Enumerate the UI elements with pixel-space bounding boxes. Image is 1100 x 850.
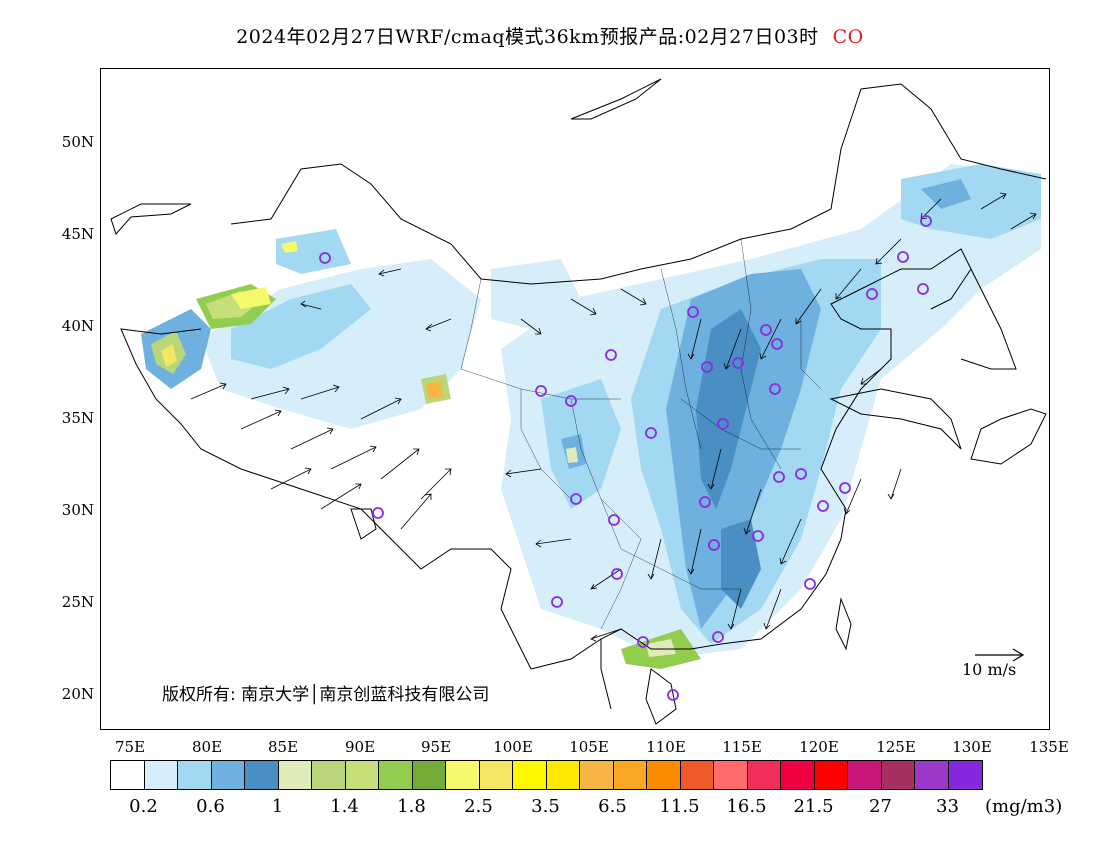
colorbar-swatch — [714, 761, 748, 789]
colorbar-swatch — [245, 761, 279, 789]
map-panel[interactable] — [100, 68, 1050, 730]
map-canvas — [110, 78, 1047, 725]
colorbar-tick-label: 3.5 — [531, 796, 560, 817]
colorbar-swatch — [613, 761, 647, 789]
colorbar-tick-label: 1.4 — [330, 796, 359, 817]
colorbar-swatch — [680, 761, 714, 789]
colorbar-swatch — [412, 761, 446, 789]
lon-label-90e: 90E — [344, 738, 376, 756]
lat-label-25n: 25N — [61, 593, 94, 611]
wind-vectors — [190, 192, 1037, 642]
colorbar-tick-label: 1.8 — [397, 796, 426, 817]
boundary-lines — [110, 78, 1047, 725]
colorbar-swatch — [479, 761, 513, 789]
colorbar-swatch — [211, 761, 245, 789]
lon-label-75e: 75E — [114, 738, 146, 756]
colorbar-swatch — [948, 761, 982, 789]
colorbar-swatch — [446, 761, 480, 789]
species-label: CO — [832, 26, 864, 48]
colorbar-swatch — [379, 761, 413, 789]
concentration-field — [141, 164, 1041, 669]
right-arrow-icon — [975, 648, 1025, 662]
colorbar-swatch — [312, 761, 346, 789]
colorbar-tick-label: 6.5 — [598, 796, 627, 817]
colorbar-tick-label: 11.5 — [659, 796, 700, 817]
lat-label-50n: 50N — [61, 133, 94, 151]
colorbar-swatch — [915, 761, 949, 789]
lon-label-135e: 135E — [1029, 738, 1069, 756]
lat-label-30n: 30N — [61, 501, 94, 519]
colorbar-swatch — [546, 761, 580, 789]
colorbar-swatch — [513, 761, 547, 789]
lon-label-130e: 130E — [952, 738, 992, 756]
colorbar-swatch — [747, 761, 781, 789]
lon-label-105e: 105E — [569, 738, 609, 756]
lon-label-110e: 110E — [646, 738, 686, 756]
lon-label-120e: 120E — [799, 738, 839, 756]
colorbar-tick-label: 0.6 — [196, 796, 225, 817]
lon-label-125e: 125E — [876, 738, 916, 756]
lon-label-100e: 100E — [493, 738, 533, 756]
lon-label-85e: 85E — [267, 738, 299, 756]
province-lines — [460, 238, 822, 630]
colorbar-tick-label: 33 — [936, 796, 959, 817]
colorbar — [110, 760, 983, 790]
colorbar-tick-label: 27 — [869, 796, 892, 817]
colorbar-swatch — [345, 761, 379, 789]
colorbar-tick-label: 0.2 — [129, 796, 158, 817]
wind-reference: 10 m/s — [962, 648, 1025, 679]
colorbar-unit: (mg/m3) — [985, 796, 1063, 817]
colorbar-swatch — [848, 761, 882, 789]
colorbar-swatch — [278, 761, 312, 789]
colorbar-swatch — [647, 761, 681, 789]
city-markers — [319, 215, 932, 701]
title-text: 2024年02月27日WRF/cmaq模式36km预报产品:02月27日03时 — [236, 26, 819, 48]
lon-label-95e: 95E — [420, 738, 452, 756]
colorbar-swatch — [178, 761, 212, 789]
wind-reference-label: 10 m/s — [962, 660, 1017, 679]
lat-label-45n: 45N — [61, 225, 94, 243]
colorbar-swatch — [881, 761, 915, 789]
colorbar-swatch — [814, 761, 848, 789]
colorbar-tick-label: 1 — [271, 796, 284, 817]
colorbar-tick-label: 2.5 — [464, 796, 493, 817]
colorbar-swatch — [781, 761, 815, 789]
colorbar-swatch — [580, 761, 614, 789]
copyright-text: 版权所有: 南京大学│南京创蓝科技有限公司 — [162, 685, 490, 705]
colorbar-tick-label: 21.5 — [793, 796, 834, 817]
colorbar-swatch — [144, 761, 178, 789]
lat-label-35n: 35N — [61, 409, 94, 427]
lat-label-20n: 20N — [61, 685, 94, 703]
map-title: 2024年02月27日WRF/cmaq模式36km预报产品:02月27日03时 C… — [0, 22, 1100, 49]
colorbar-swatch — [111, 761, 145, 789]
lon-label-115e: 115E — [722, 738, 762, 756]
lat-label-40n: 40N — [61, 317, 94, 335]
colorbar-tick-label: 16.5 — [726, 796, 767, 817]
lon-label-80e: 80E — [191, 738, 223, 756]
